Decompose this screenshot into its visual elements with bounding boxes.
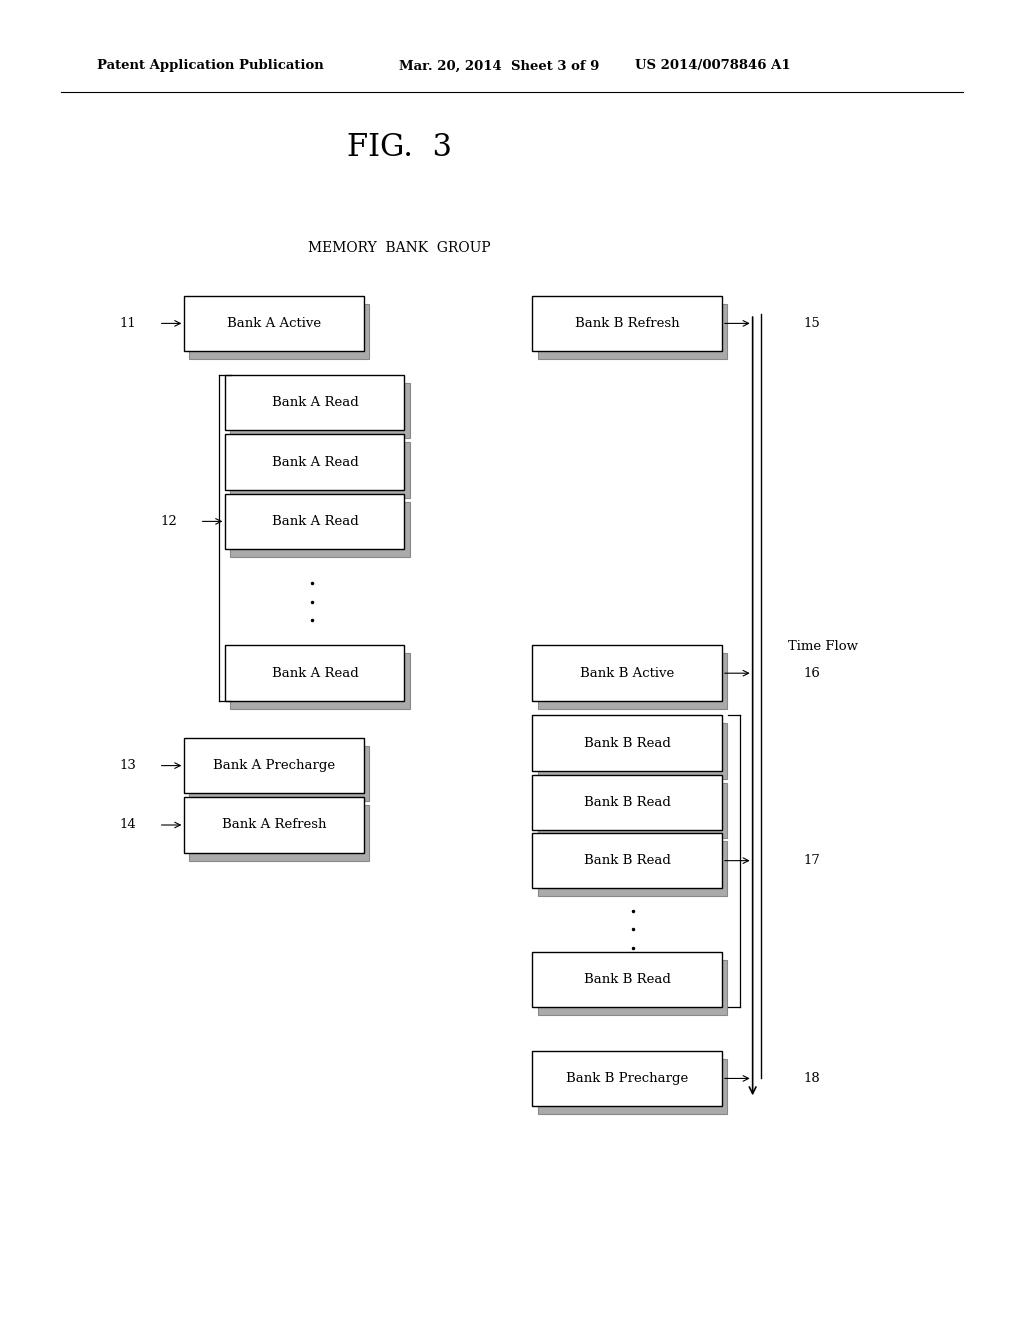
Text: Bank A Precharge: Bank A Precharge xyxy=(213,759,335,772)
Text: Time Flow: Time Flow xyxy=(788,640,858,653)
FancyBboxPatch shape xyxy=(184,797,364,853)
FancyBboxPatch shape xyxy=(225,434,404,490)
FancyBboxPatch shape xyxy=(532,775,722,830)
Text: 17: 17 xyxy=(804,854,820,867)
FancyBboxPatch shape xyxy=(532,833,722,888)
FancyBboxPatch shape xyxy=(538,723,727,779)
FancyBboxPatch shape xyxy=(230,383,410,438)
FancyBboxPatch shape xyxy=(225,645,404,701)
Text: Bank B Read: Bank B Read xyxy=(584,854,671,867)
FancyBboxPatch shape xyxy=(225,494,404,549)
Text: 14: 14 xyxy=(120,818,136,832)
Text: US 2014/0078846 A1: US 2014/0078846 A1 xyxy=(635,59,791,73)
FancyBboxPatch shape xyxy=(538,960,727,1015)
Text: 16: 16 xyxy=(804,667,820,680)
FancyBboxPatch shape xyxy=(538,653,727,709)
FancyBboxPatch shape xyxy=(532,952,722,1007)
Text: Bank A Read: Bank A Read xyxy=(271,515,358,528)
FancyBboxPatch shape xyxy=(532,645,722,701)
Text: 13: 13 xyxy=(120,759,136,772)
FancyBboxPatch shape xyxy=(532,296,722,351)
Text: 15: 15 xyxy=(804,317,820,330)
Text: Bank B Read: Bank B Read xyxy=(584,737,671,750)
Text: 11: 11 xyxy=(120,317,136,330)
FancyBboxPatch shape xyxy=(189,746,369,801)
FancyBboxPatch shape xyxy=(184,296,364,351)
Text: Bank B Active: Bank B Active xyxy=(580,667,675,680)
FancyBboxPatch shape xyxy=(532,715,722,771)
FancyBboxPatch shape xyxy=(538,1059,727,1114)
FancyBboxPatch shape xyxy=(538,304,727,359)
Text: Bank B Read: Bank B Read xyxy=(584,796,671,809)
Text: Bank B Precharge: Bank B Precharge xyxy=(566,1072,688,1085)
Text: 12: 12 xyxy=(161,515,177,528)
FancyBboxPatch shape xyxy=(189,805,369,861)
Text: Bank A Read: Bank A Read xyxy=(271,455,358,469)
FancyBboxPatch shape xyxy=(225,375,404,430)
Text: Bank A Active: Bank A Active xyxy=(227,317,321,330)
Text: Bank A Refresh: Bank A Refresh xyxy=(221,818,327,832)
Text: MEMORY  BANK  GROUP: MEMORY BANK GROUP xyxy=(308,242,490,255)
Text: FIG.  3: FIG. 3 xyxy=(347,132,452,164)
FancyBboxPatch shape xyxy=(532,1051,722,1106)
Text: Patent Application Publication: Patent Application Publication xyxy=(97,59,324,73)
FancyBboxPatch shape xyxy=(538,841,727,896)
FancyBboxPatch shape xyxy=(230,653,410,709)
FancyBboxPatch shape xyxy=(230,502,410,557)
Text: Bank A Read: Bank A Read xyxy=(271,667,358,680)
Text: Bank A Read: Bank A Read xyxy=(271,396,358,409)
FancyBboxPatch shape xyxy=(189,304,369,359)
Text: Mar. 20, 2014  Sheet 3 of 9: Mar. 20, 2014 Sheet 3 of 9 xyxy=(399,59,600,73)
FancyBboxPatch shape xyxy=(230,442,410,498)
Text: Bank B Read: Bank B Read xyxy=(584,973,671,986)
Text: 18: 18 xyxy=(804,1072,820,1085)
FancyBboxPatch shape xyxy=(184,738,364,793)
FancyBboxPatch shape xyxy=(538,783,727,838)
Text: Bank B Refresh: Bank B Refresh xyxy=(574,317,680,330)
